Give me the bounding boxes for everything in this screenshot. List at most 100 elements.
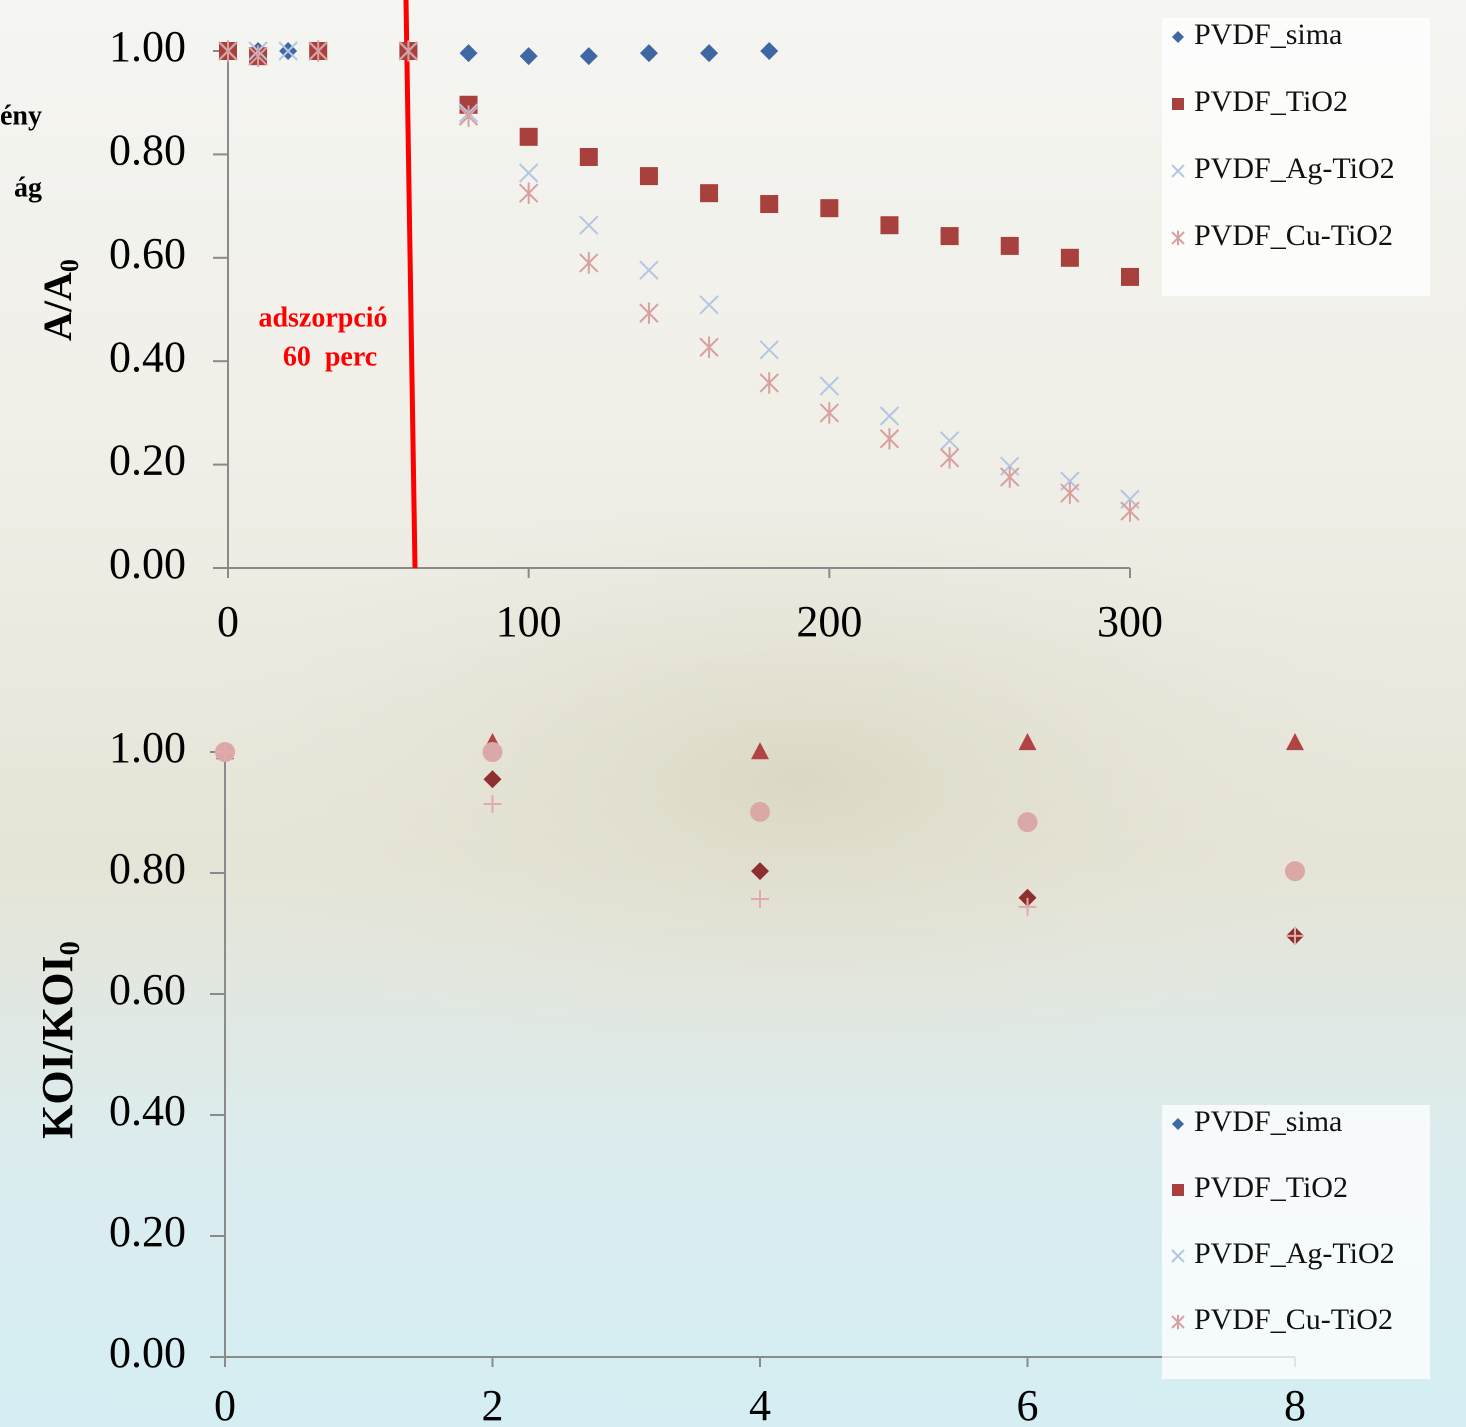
data-point	[483, 770, 502, 789]
data-point	[458, 105, 479, 127]
legend-label: PVDF_TiO2	[1194, 1171, 1348, 1204]
annotation-line	[403, 0, 418, 569]
data-point	[1018, 897, 1037, 916]
legend-label: PVDF_Ag-TiO2	[1194, 152, 1395, 185]
data-point	[700, 184, 719, 203]
data-point	[699, 295, 719, 315]
legend-label: PVDF_TiO2	[1194, 85, 1348, 118]
legend-marker	[1171, 1249, 1185, 1263]
x-tick-label: 4	[749, 1381, 771, 1427]
legend-label: PVDF_Cu-TiO2	[1194, 219, 1393, 252]
data-point	[760, 195, 779, 214]
data-point	[579, 215, 599, 235]
data-point	[751, 742, 769, 760]
data-point	[750, 801, 770, 822]
legend-label: PVDF_Cu-TiO2	[1194, 1303, 1393, 1336]
y-tick-label: 0.00	[109, 539, 186, 588]
legend-marker	[1172, 1184, 1184, 1196]
data-point	[308, 40, 328, 62]
legend-marker	[1172, 31, 1184, 43]
y-axis-label-main: A/A	[35, 272, 80, 341]
legend-marker	[1171, 164, 1185, 178]
data-point	[879, 427, 900, 450]
fragment-text: ény	[0, 100, 42, 131]
x-tick-label: 6	[1017, 1381, 1039, 1427]
data-point	[759, 340, 779, 360]
data-point	[760, 42, 779, 60]
y-axis-label-main: KOI/KOI	[33, 955, 82, 1138]
data-point	[880, 216, 899, 235]
data-point	[278, 41, 298, 61]
data-point	[1060, 482, 1080, 504]
data-point	[700, 44, 719, 63]
data-point	[751, 890, 769, 909]
x-tick-label: 200	[796, 597, 862, 646]
y-tick-label: 0.60	[109, 229, 186, 278]
data-point	[1000, 236, 1019, 255]
y-tick-label: 0.80	[109, 125, 186, 174]
data-point	[1000, 466, 1020, 488]
data-point	[699, 336, 719, 359]
data-point	[518, 163, 539, 183]
data-point	[1286, 733, 1304, 751]
data-point	[1285, 861, 1305, 882]
data-point	[1121, 267, 1139, 286]
data-point	[482, 742, 503, 762]
x-tick-label: 0	[217, 597, 239, 646]
data-point	[639, 44, 658, 63]
x-tick-label: 8	[1284, 1381, 1306, 1427]
data-point	[1060, 248, 1079, 267]
data-point	[940, 227, 959, 246]
annotation-text: adszorpció	[258, 302, 387, 333]
x-tick-label: 0	[214, 1381, 236, 1427]
y-tick-label: 1.00	[109, 22, 186, 71]
data-point	[579, 47, 598, 66]
y-tick-label: 0.80	[109, 844, 186, 893]
data-point	[1018, 733, 1037, 751]
data-point	[519, 127, 538, 146]
y-tick-label: 0.40	[109, 1086, 186, 1135]
y-tick-label: 0.00	[109, 1328, 186, 1377]
data-point	[459, 44, 478, 63]
y-tick-label: 1.00	[109, 723, 186, 772]
data-point	[1017, 812, 1038, 833]
legend-marker	[1172, 1118, 1184, 1130]
y-axis-label: A/A0	[35, 259, 84, 341]
data-point	[820, 199, 839, 218]
y-tick-label: 0.20	[109, 436, 186, 485]
data-point	[248, 45, 268, 67]
data-point	[1286, 926, 1304, 945]
data-point	[751, 862, 769, 881]
legend-label: PVDF_Ag-TiO2	[1194, 1237, 1395, 1270]
data-point	[639, 260, 659, 280]
data-point	[879, 406, 900, 426]
x-tick-label: 100	[496, 597, 562, 646]
y-axis-label-sub: 0	[55, 941, 86, 955]
x-tick-label: 300	[1097, 597, 1163, 646]
data-point	[939, 447, 960, 469]
data-point	[759, 372, 779, 394]
x-tick-label: 2	[482, 1381, 504, 1427]
y-axis-label: KOI/KOI0	[33, 941, 85, 1139]
legend-box	[1162, 1105, 1430, 1379]
annotation-text: 60 perc	[283, 341, 377, 372]
data-point	[819, 402, 840, 424]
y-tick-label: 0.60	[109, 965, 186, 1014]
data-point	[216, 743, 234, 761]
data-point	[398, 40, 419, 62]
data-point	[579, 252, 599, 274]
fragment-text: ág	[14, 172, 42, 203]
data-point	[639, 167, 658, 186]
legend-box	[1162, 18, 1430, 296]
y-tick-label: 0.40	[109, 332, 186, 381]
legend-marker	[1171, 1314, 1185, 1330]
data-point	[939, 431, 960, 451]
data-point	[1120, 500, 1140, 522]
legend-marker	[1172, 98, 1184, 110]
data-point	[579, 147, 598, 166]
data-point	[639, 302, 659, 324]
legend-marker	[1171, 230, 1185, 246]
